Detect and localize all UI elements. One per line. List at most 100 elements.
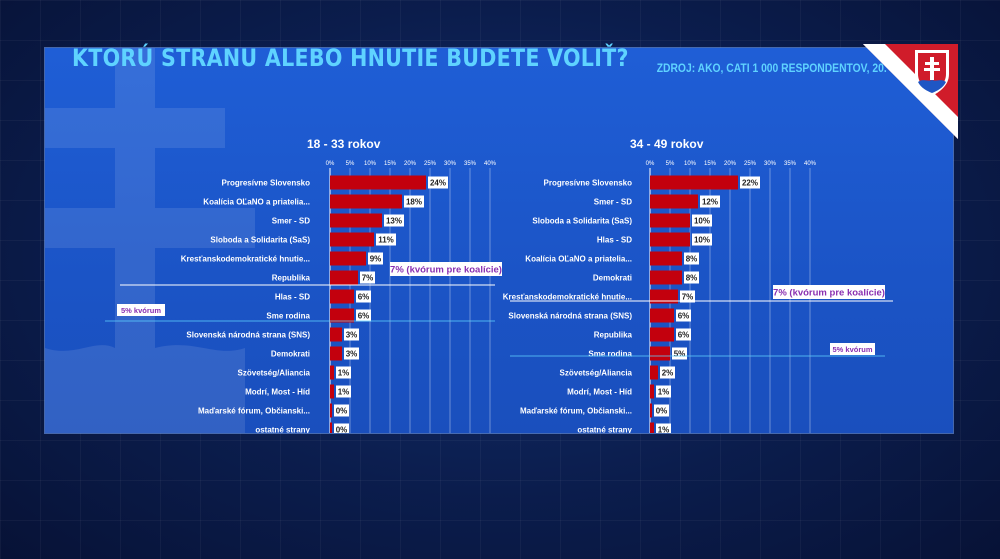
bar: [330, 365, 334, 380]
data-label-box: [344, 347, 359, 360]
data-label-box: [344, 328, 359, 341]
data-label-box: [368, 252, 383, 265]
bar-charts: 18 - 33 rokov 0% 5% 10% 15% 20% 25% 30% 35% 40% Pr…: [105, 137, 893, 434]
bar: [330, 213, 382, 228]
x-tick-label: 0%: [646, 161, 655, 167]
x-tick-label: 25%: [424, 161, 437, 167]
data-label-box: [654, 404, 669, 417]
category-label: Hlas - SD: [275, 293, 310, 302]
data-label: 7%: [682, 293, 694, 302]
bar: [650, 308, 674, 323]
data-label: 1%: [338, 388, 350, 397]
category-label: Modrí, Most - Híd: [567, 388, 632, 397]
data-label: 7%: [362, 274, 374, 283]
category-label: Smer - SD: [272, 217, 310, 226]
category-label: ostatné strany: [577, 426, 632, 434]
data-label-box: [336, 385, 351, 398]
bar: [330, 251, 366, 266]
bar: [650, 213, 690, 228]
bar: [650, 270, 682, 285]
quorum-5-label: 5% kvórum: [121, 306, 161, 315]
bar: [650, 422, 654, 433]
bar: [650, 327, 674, 342]
bar: [650, 232, 690, 247]
data-label: 1%: [338, 369, 350, 378]
data-label-box: [656, 423, 671, 433]
chart-title: KTORÚ STRANU ALEBO HNUTIE BUDETE VOLIŤ?: [72, 44, 629, 72]
data-label: 9%: [370, 255, 382, 264]
quorum-5-box: [830, 343, 875, 355]
x-tick-label: 35%: [784, 161, 797, 167]
bar: [330, 289, 354, 304]
category-label: Demokrati: [593, 274, 632, 283]
quorum-5-label: 5% kvórum: [832, 345, 872, 354]
data-label: 10%: [694, 217, 710, 226]
data-label-box: [660, 366, 675, 379]
data-label-box: [656, 385, 671, 398]
bar: [330, 327, 342, 342]
bar: [650, 365, 658, 380]
bar: [650, 175, 738, 190]
chart-panel: [45, 48, 953, 433]
slovak-coat-of-arms-icon: [863, 44, 958, 139]
data-label-box: [428, 176, 448, 189]
section-header: 34 - 49 rokov: [630, 137, 704, 151]
data-label: 18%: [406, 198, 422, 207]
bar: [650, 346, 670, 361]
category-label: Koalícia OĽaNO a priatelia...: [203, 198, 310, 207]
category-label: Slovenská národná strana (SNS): [186, 331, 310, 340]
data-label-box: [356, 309, 371, 322]
category-label: Sloboda a Solidarita (SaS): [532, 217, 632, 226]
source-note: ZDROJ: AKO, CATI 1 000 RESPONDENTOV, 20.…: [656, 61, 950, 75]
data-label-box: [740, 176, 760, 189]
data-label: 6%: [678, 331, 690, 340]
data-label: 22%: [742, 179, 758, 188]
x-tick-label: 0%: [326, 161, 335, 167]
quorum-7-box: [390, 262, 502, 276]
category-label: ostatné strany: [255, 426, 310, 434]
bar: [330, 232, 374, 247]
data-label-box: [356, 290, 371, 303]
data-label: 3%: [346, 331, 358, 340]
data-label: 6%: [358, 293, 370, 302]
data-label-box: [680, 290, 695, 303]
data-label: 0%: [656, 407, 668, 416]
data-label-box: [684, 271, 699, 284]
x-tick-label: 25%: [744, 161, 757, 167]
data-label-box: [676, 309, 691, 322]
x-tick-label: 20%: [404, 161, 417, 167]
category-label: Demokrati: [271, 350, 310, 359]
category-label: Smer - SD: [594, 198, 632, 207]
data-label: 12%: [702, 198, 718, 207]
data-label: 6%: [678, 312, 690, 321]
bar: [330, 270, 358, 285]
data-label: 13%: [386, 217, 402, 226]
data-label: 1%: [658, 426, 670, 434]
category-label: Kresťanskodemokratické hnutie...: [503, 293, 632, 302]
data-label-box: [672, 347, 687, 360]
category-label: Szövetség/Aliancia: [238, 369, 311, 378]
category-label: Hlas - SD: [597, 236, 632, 245]
x-tick-label: 20%: [724, 161, 737, 167]
x-tick-label: 5%: [346, 161, 355, 167]
data-label: 11%: [378, 236, 394, 245]
category-label: Szövetség/Aliancia: [560, 369, 633, 378]
bar: [650, 403, 652, 418]
data-label: 3%: [346, 350, 358, 359]
quorum-7-box: [773, 285, 885, 299]
data-label: 1%: [658, 388, 670, 397]
bar: [650, 251, 682, 266]
category-label: Republika: [594, 331, 633, 340]
x-tick-label: 10%: [364, 161, 377, 167]
category-label: Slovenská národná strana (SNS): [508, 312, 632, 321]
category-label: Modrí, Most - Híd: [245, 388, 310, 397]
data-label: 2%: [662, 369, 674, 378]
data-label: 10%: [694, 236, 710, 245]
bar: [330, 422, 332, 433]
x-tick-label: 30%: [444, 161, 457, 167]
x-tick-label: 40%: [804, 161, 817, 167]
data-label: 8%: [686, 274, 698, 283]
quorum-7-label: 7% (kvórum pre koalície): [773, 288, 885, 299]
category-label: Sme rodina: [588, 350, 632, 359]
category-label: Sloboda a Solidarita (SaS): [210, 236, 310, 245]
